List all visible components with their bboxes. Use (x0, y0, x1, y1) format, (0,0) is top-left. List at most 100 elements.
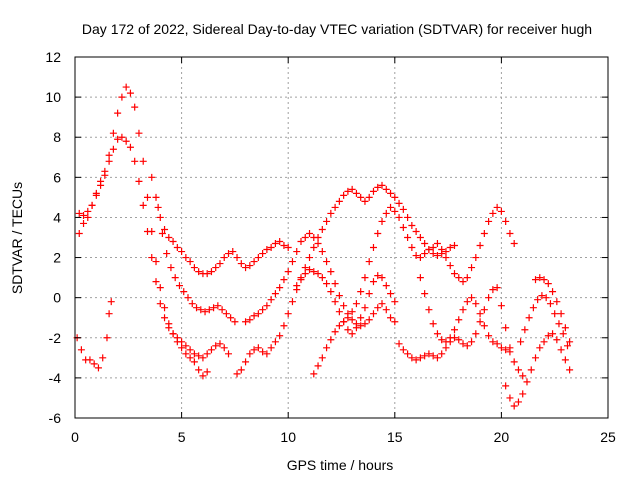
data-point (293, 282, 301, 290)
data-point (178, 338, 186, 346)
axis-ticks: 0 5 10 15 20 25 -6 -4 -2 0 2 4 6 8 10 12 (45, 49, 616, 445)
data-point (246, 316, 254, 324)
data-point (284, 244, 292, 252)
data-point (563, 342, 571, 350)
data-point (416, 234, 424, 241)
data-point (519, 390, 527, 398)
x-tick-label: 5 (178, 429, 186, 445)
data-point (216, 260, 224, 268)
data-point (361, 304, 369, 312)
data-point (544, 332, 552, 340)
data-point (335, 322, 343, 330)
data-point (75, 209, 83, 217)
plot-frame (74, 56, 609, 419)
data-point (197, 306, 205, 314)
data-point (254, 344, 262, 352)
data-point (301, 270, 309, 278)
data-point (167, 264, 175, 272)
data-point (195, 352, 203, 360)
data-point (152, 193, 160, 201)
y-tick-label: 8 (53, 129, 61, 145)
data-point (369, 278, 377, 286)
data-point (348, 330, 356, 338)
data-point (408, 221, 416, 229)
data-point (271, 240, 279, 248)
y-tick-label: 4 (53, 209, 61, 225)
data-point (416, 254, 424, 262)
data-point (280, 242, 288, 250)
data-point (276, 284, 284, 292)
data-point (220, 254, 228, 262)
data-point (276, 332, 284, 340)
data-point (378, 300, 386, 308)
data-point (306, 229, 314, 237)
data-point (361, 274, 369, 282)
data-point (118, 93, 126, 101)
data-point (387, 290, 395, 298)
x-tick-label: 0 (71, 429, 79, 445)
data-point (114, 135, 122, 143)
data-point (412, 356, 420, 364)
data-point (163, 250, 171, 258)
data-point (425, 350, 433, 358)
grid (75, 57, 608, 418)
data-point (387, 203, 395, 211)
data-point (502, 382, 510, 390)
data-point (534, 296, 542, 304)
data-point (314, 362, 322, 370)
data-point (429, 244, 437, 252)
data-point (331, 203, 339, 211)
x-tick-label: 20 (494, 429, 510, 445)
data-point (154, 203, 162, 211)
data-point (480, 229, 488, 237)
data-point (365, 316, 373, 324)
data-point (450, 242, 458, 250)
data-point (382, 209, 390, 217)
data-point (109, 145, 117, 153)
data-point (139, 201, 147, 209)
data-point (318, 248, 326, 256)
data-point (139, 157, 147, 165)
data-point (369, 244, 377, 252)
series-sat-i (310, 203, 518, 378)
data-point (250, 346, 258, 354)
data-point (323, 344, 331, 352)
data-point (254, 254, 262, 262)
data-point (327, 336, 335, 344)
data-point (195, 268, 203, 276)
data-point (421, 250, 429, 258)
data-point (510, 358, 518, 366)
data-point (180, 288, 188, 296)
data-point (399, 346, 407, 354)
data-point (259, 348, 267, 356)
series-sat-m (517, 292, 571, 350)
data-point (288, 258, 296, 266)
data-point (327, 209, 335, 217)
data-point (340, 318, 348, 326)
data-point (199, 372, 207, 380)
data-point (553, 336, 561, 344)
data-point (555, 320, 563, 328)
data-point (438, 246, 446, 254)
data-point (493, 203, 501, 211)
data-point (421, 240, 429, 248)
data-point (227, 314, 235, 322)
data-point (344, 314, 352, 322)
data-point (536, 344, 544, 352)
data-point (237, 366, 245, 374)
data-point (374, 304, 382, 312)
data-point (271, 338, 279, 346)
data-point (314, 270, 322, 278)
data-point (412, 227, 420, 235)
data-point (429, 320, 437, 328)
data-point (186, 346, 194, 354)
series-sat-f (233, 181, 458, 378)
data-point (267, 296, 275, 304)
y-tick-label: 10 (45, 89, 61, 105)
data-point (105, 310, 113, 318)
data-point (429, 250, 437, 258)
data-point (314, 240, 322, 248)
y-tick-label: -4 (49, 370, 62, 386)
chart-title: Day 172 of 2022, Sidereal Day-to-day VTE… (82, 21, 592, 37)
